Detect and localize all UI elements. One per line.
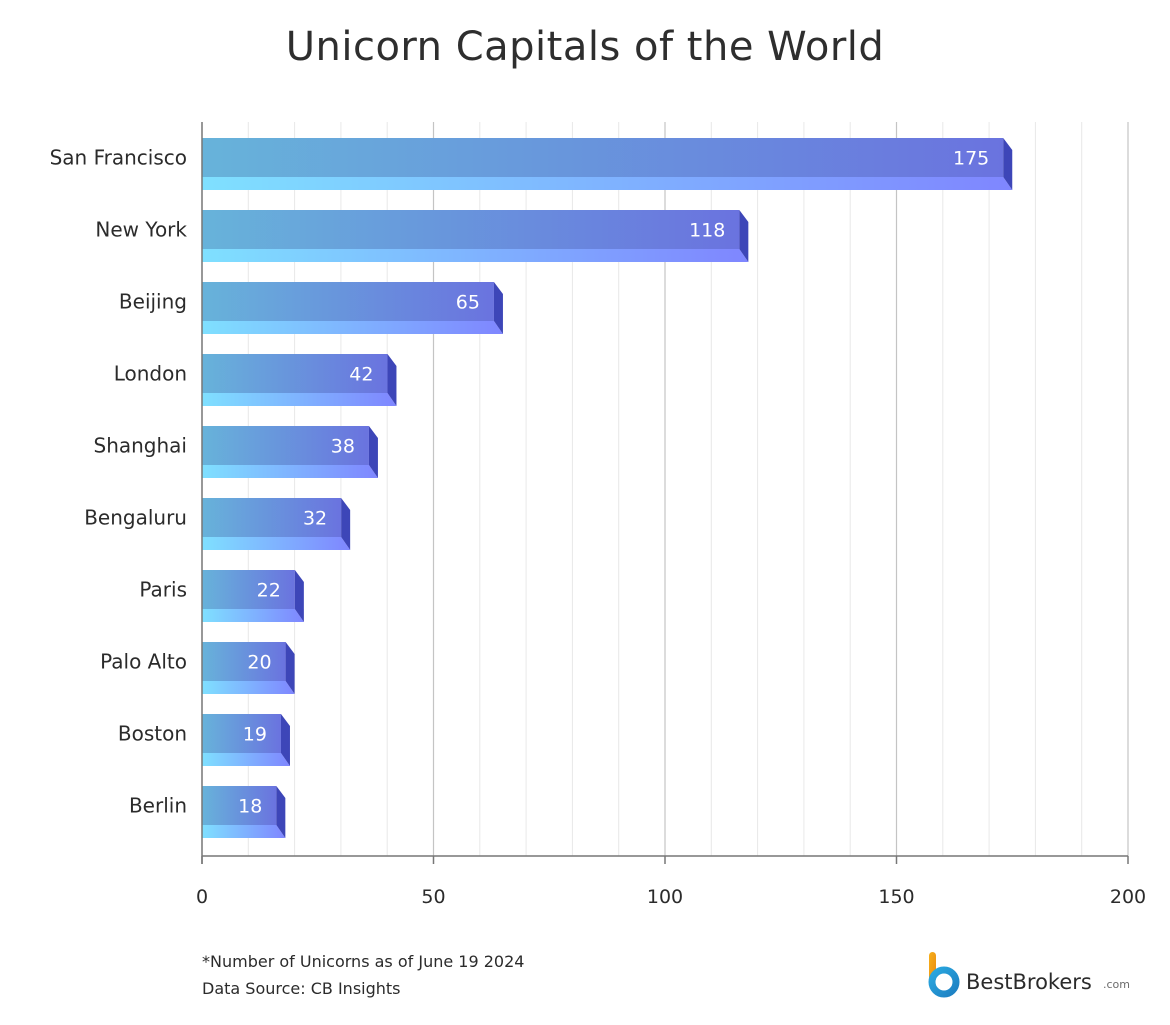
bar-front-face — [202, 786, 277, 825]
value-label: 22 — [257, 580, 281, 602]
bar-front-face — [202, 282, 494, 321]
bar-palo-alto: 20 — [202, 642, 295, 694]
value-label: 38 — [331, 436, 355, 458]
category-label: London — [114, 362, 187, 386]
bar-side-face — [387, 354, 397, 406]
bar-bottom-face — [202, 681, 295, 694]
brand-name: BestBrokers — [966, 970, 1092, 994]
bar-front-face — [202, 570, 295, 609]
bar-side-face — [1003, 138, 1013, 190]
value-label: 118 — [689, 220, 725, 242]
bar-bottom-face — [202, 321, 503, 334]
chart-title: Unicorn Capitals of the World — [285, 24, 885, 70]
bar-side-face — [341, 498, 351, 550]
x-tick-label: 0 — [196, 886, 208, 908]
category-label: Beijing — [119, 290, 187, 314]
category-label: Paris — [139, 578, 187, 602]
bar-berlin: 18 — [202, 786, 286, 838]
bar-london: 42 — [202, 354, 397, 406]
category-label: Palo Alto — [100, 650, 187, 674]
category-label: San Francisco — [50, 146, 187, 170]
brand-b-icon — [928, 952, 960, 998]
category-label: Shanghai — [94, 434, 188, 458]
bar-front-face — [202, 498, 342, 537]
bar-bottom-face — [202, 465, 378, 478]
footnote: *Number of Unicorns as of June 19 2024 D… — [202, 948, 524, 1002]
bar-side-face — [294, 570, 304, 622]
bars: 175 118 65 42 38 32 22 20 19 18 — [202, 138, 1013, 838]
value-label: 32 — [303, 508, 327, 530]
bar-bottom-face — [202, 393, 397, 406]
value-label: 175 — [953, 148, 989, 170]
bar-bottom-face — [202, 537, 351, 550]
value-label: 42 — [349, 364, 373, 386]
category-label: Berlin — [129, 794, 187, 818]
x-tick-label: 200 — [1110, 886, 1146, 908]
bar-side-face — [276, 786, 286, 838]
bar-shanghai: 38 — [202, 426, 378, 478]
value-label: 65 — [456, 292, 480, 314]
value-label: 20 — [247, 652, 271, 674]
footnote-note: *Number of Unicorns as of June 19 2024 — [202, 952, 525, 971]
bar-bottom-face — [202, 177, 1013, 190]
x-tick-label: 150 — [878, 886, 914, 908]
category-label: Boston — [118, 722, 187, 746]
bar-boston: 19 — [202, 714, 290, 766]
value-label: 19 — [243, 724, 267, 746]
bar-paris: 22 — [202, 570, 304, 622]
bar-front-face — [202, 714, 281, 753]
bar-side-face — [493, 282, 503, 334]
bar-front-face — [202, 642, 286, 681]
bar-front-face — [202, 138, 1004, 177]
bar-san-francisco: 175 — [202, 138, 1013, 190]
brand-suffix: .com — [1103, 978, 1130, 991]
bar-bottom-face — [202, 609, 304, 622]
brand-logo: BestBrokers .com — [926, 950, 1136, 1000]
bar-side-face — [368, 426, 378, 478]
x-tick-label: 50 — [421, 886, 445, 908]
bar-bottom-face — [202, 753, 290, 766]
category-label: Bengaluru — [84, 506, 187, 530]
bar-new-york: 118 — [202, 210, 749, 262]
bar-side-face — [280, 714, 290, 766]
x-tick-label: 100 — [647, 886, 683, 908]
bar-front-face — [202, 354, 388, 393]
bar-front-face — [202, 210, 740, 249]
footnote-source: Data Source: CB Insights — [202, 979, 401, 998]
bar-bottom-face — [202, 249, 749, 262]
bar-side-face — [739, 210, 749, 262]
bar-side-face — [285, 642, 295, 694]
category-label: New York — [95, 218, 187, 242]
bar-front-face — [202, 426, 369, 465]
bar-bottom-face — [202, 825, 286, 838]
bar-chart: 175 118 65 42 38 32 22 20 19 18 San Francisco New … — [50, 122, 1146, 908]
bar-bengaluru: 32 — [202, 498, 351, 550]
axes: San Francisco New York Beijing London Shangh… — [50, 122, 1146, 908]
bar-beijing: 65 — [202, 282, 503, 334]
value-label: 18 — [238, 796, 262, 818]
